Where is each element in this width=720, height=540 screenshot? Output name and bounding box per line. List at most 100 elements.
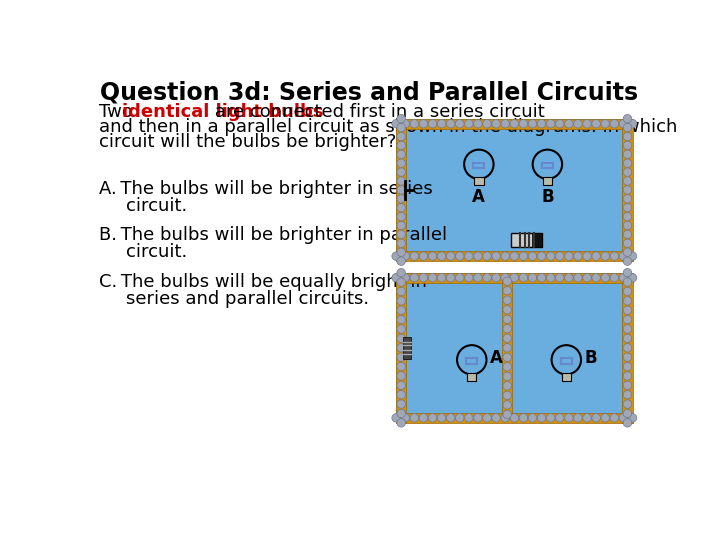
Circle shape — [428, 119, 437, 128]
Circle shape — [474, 414, 482, 422]
Circle shape — [397, 418, 405, 427]
Bar — [510, 233, 541, 247]
Circle shape — [629, 414, 636, 422]
Circle shape — [610, 119, 618, 128]
Bar — [396, 119, 632, 261]
Circle shape — [624, 287, 631, 296]
Circle shape — [503, 315, 511, 323]
Circle shape — [397, 159, 405, 167]
Circle shape — [501, 119, 510, 128]
Circle shape — [397, 194, 405, 203]
Text: circuit.: circuit. — [127, 197, 188, 215]
Bar — [396, 273, 632, 283]
Circle shape — [397, 114, 405, 123]
Text: B: B — [541, 188, 554, 206]
Circle shape — [624, 132, 631, 141]
Circle shape — [397, 362, 405, 371]
Circle shape — [537, 414, 546, 422]
Circle shape — [519, 119, 528, 128]
Bar — [622, 119, 632, 261]
Circle shape — [624, 343, 631, 352]
Circle shape — [556, 119, 564, 128]
Circle shape — [419, 252, 428, 260]
Bar — [396, 413, 632, 423]
Circle shape — [397, 315, 405, 324]
Text: Question 3d: Series and Parallel Circuits: Question 3d: Series and Parallel Circuit… — [100, 80, 638, 104]
Circle shape — [624, 278, 631, 286]
Circle shape — [629, 119, 636, 128]
Text: C. The bulbs will be equally bright in: C. The bulbs will be equally bright in — [99, 273, 427, 291]
Circle shape — [483, 414, 491, 422]
Circle shape — [624, 418, 631, 427]
Bar — [396, 251, 632, 261]
Circle shape — [564, 252, 573, 260]
Circle shape — [446, 119, 455, 128]
Circle shape — [510, 252, 518, 260]
Circle shape — [629, 252, 636, 260]
Circle shape — [624, 390, 631, 399]
Circle shape — [419, 273, 428, 282]
Circle shape — [601, 119, 610, 128]
Circle shape — [397, 141, 405, 150]
Circle shape — [503, 286, 511, 295]
Circle shape — [556, 252, 564, 260]
Circle shape — [610, 414, 618, 422]
Circle shape — [456, 252, 464, 260]
Circle shape — [624, 114, 631, 123]
Circle shape — [446, 252, 455, 260]
Circle shape — [401, 119, 410, 128]
Circle shape — [624, 150, 631, 159]
Circle shape — [624, 306, 631, 314]
Circle shape — [610, 252, 618, 260]
Circle shape — [503, 372, 511, 381]
Circle shape — [410, 252, 418, 260]
Circle shape — [624, 353, 631, 361]
Circle shape — [582, 273, 591, 282]
Circle shape — [437, 252, 446, 260]
Circle shape — [624, 168, 631, 177]
Circle shape — [392, 119, 400, 128]
Circle shape — [619, 273, 628, 282]
Text: identical light bulbs: identical light bulbs — [122, 103, 323, 122]
Circle shape — [582, 414, 591, 422]
Circle shape — [397, 390, 405, 399]
Circle shape — [397, 325, 405, 333]
Circle shape — [397, 186, 405, 194]
Circle shape — [428, 414, 437, 422]
Circle shape — [624, 248, 631, 256]
Circle shape — [503, 391, 511, 400]
Text: and then in a parallel circuit as shown in the diagrams. In which: and then in a parallel circuit as shown … — [99, 118, 678, 136]
Circle shape — [592, 252, 600, 260]
Circle shape — [624, 221, 631, 230]
Bar — [396, 119, 632, 129]
Text: B: B — [585, 349, 598, 367]
Circle shape — [582, 119, 591, 128]
Circle shape — [546, 273, 555, 282]
Circle shape — [397, 132, 405, 141]
Circle shape — [510, 119, 518, 128]
Circle shape — [601, 273, 610, 282]
Circle shape — [428, 273, 437, 282]
Circle shape — [464, 119, 473, 128]
Circle shape — [601, 252, 610, 260]
Circle shape — [397, 123, 405, 132]
Circle shape — [397, 168, 405, 177]
Bar — [467, 373, 477, 381]
Circle shape — [619, 414, 628, 422]
Circle shape — [624, 334, 631, 342]
Circle shape — [401, 252, 410, 260]
Circle shape — [397, 372, 405, 380]
Circle shape — [464, 273, 473, 282]
Circle shape — [464, 252, 473, 260]
Circle shape — [437, 273, 446, 282]
Circle shape — [410, 273, 418, 282]
Circle shape — [397, 230, 405, 239]
Circle shape — [397, 150, 405, 159]
Circle shape — [537, 252, 546, 260]
Circle shape — [437, 414, 446, 422]
Circle shape — [397, 353, 405, 361]
Circle shape — [397, 177, 405, 185]
Text: A: A — [472, 188, 485, 206]
Bar — [396, 273, 632, 423]
Circle shape — [419, 414, 428, 422]
